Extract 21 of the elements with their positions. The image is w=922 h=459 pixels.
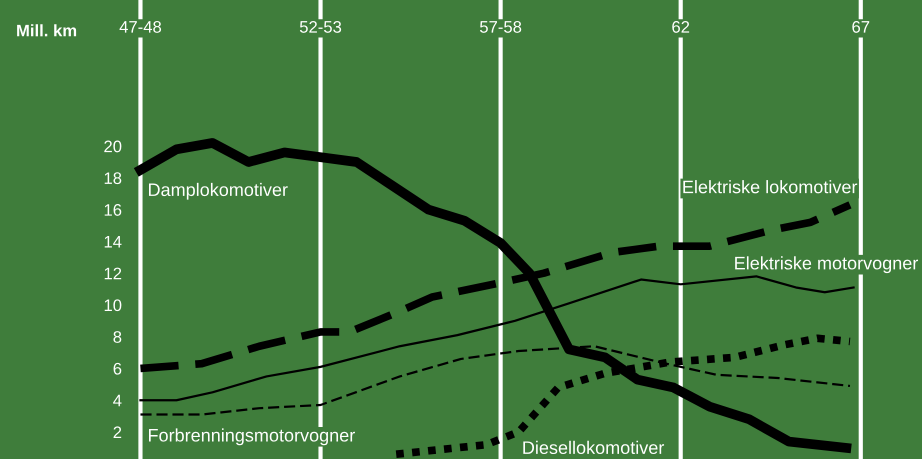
y-tick-label: 10 — [104, 299, 122, 312]
x-tick-label: 52-53 — [300, 21, 342, 33]
y-tick-label: 16 — [104, 204, 122, 216]
x-tick-label: 57-58 — [480, 21, 522, 33]
y-tick-label: 20 — [104, 140, 122, 152]
series-label: Damplokomotiver — [149, 182, 288, 200]
series-label: Forbrenningsmotorvogner — [149, 428, 355, 446]
y-tick-label: 18 — [104, 172, 122, 184]
y-tick-label: 8 — [113, 331, 122, 343]
y-tick-label: 4 — [113, 394, 122, 406]
series-label: Diesellokomotiver — [523, 440, 664, 454]
y-tick-label: 6 — [114, 362, 122, 375]
y-tick-label: 14 — [104, 236, 122, 248]
x-tick-label: 47-48 — [120, 21, 162, 33]
x-tick-label: 62 — [672, 21, 690, 33]
y-tick-label: 12 — [104, 268, 122, 280]
series-label: Elektriske lokomotiver — [683, 180, 858, 194]
x-tick-label: 67 — [852, 21, 870, 33]
series-label: Elektriske motorvogner — [735, 256, 918, 274]
y-tick-label: 2 — [114, 426, 122, 438]
y-axis-title: Mill. km — [17, 24, 76, 36]
